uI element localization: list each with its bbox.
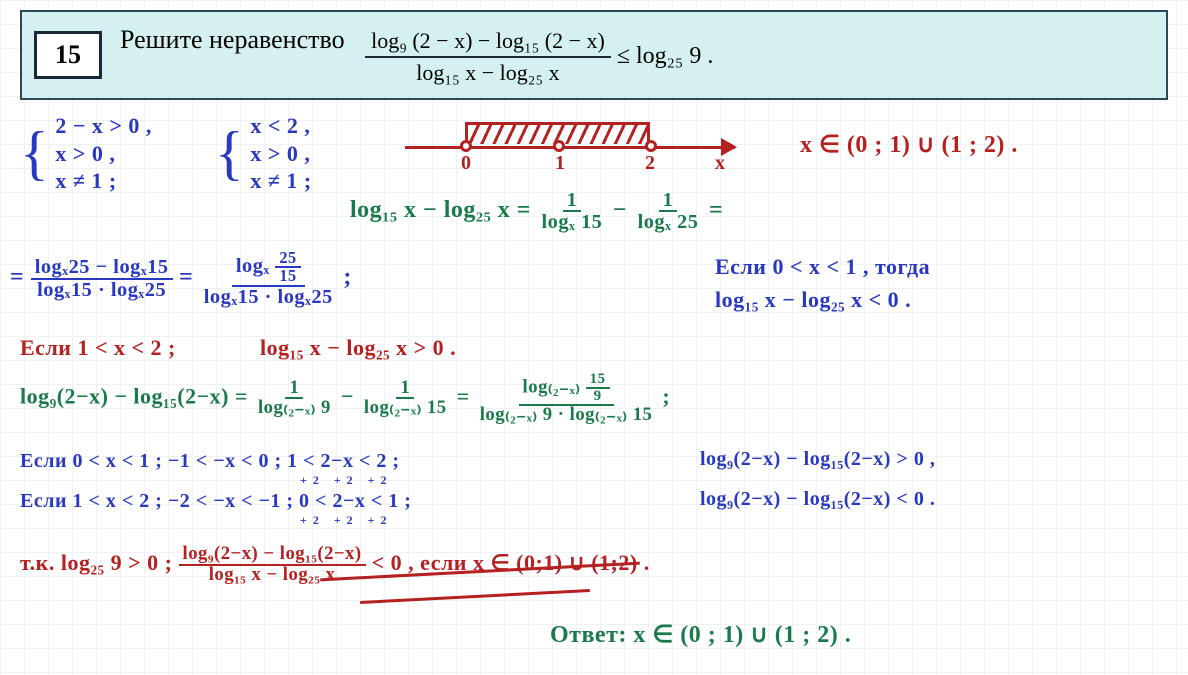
gsub-f1-d: log₍₂₋ₓ₎ 9: [254, 399, 335, 418]
main-fraction: log₉ (2 − x) − log₁₅ (2 − x) log₁₅ x − l…: [365, 28, 611, 86]
bf2-inner: 25 15: [275, 250, 300, 285]
minus-sign: −: [341, 383, 360, 408]
case1-pre: Если 1 < x < 2 ; −2 < −x < −1 ; 0 < 2−x …: [20, 490, 411, 512]
point-2: [645, 140, 657, 152]
strike-2: [360, 589, 590, 604]
brace-icon: {: [215, 138, 244, 168]
bf2-d: logₓ15 · logₓ25: [200, 287, 337, 307]
plus2-ann-2: +2 +2 +2: [300, 513, 393, 528]
gcomb-inner-n: 15: [586, 372, 610, 389]
answer-pre: Ответ:: [550, 622, 627, 648]
bf1-n: logₓ25 − logₓ15: [31, 257, 173, 279]
problem-formula: log₉ (2 − x) − log₁₅ (2 − x) log₁₅ x − l…: [359, 28, 713, 86]
problem-number: 15: [34, 31, 102, 79]
sys1-line3: x ≠ 1 ;: [55, 168, 116, 193]
system-1: { 2 − x > 0 , x > 0 , x ≠ 1 ;: [20, 112, 152, 195]
case1-line: Если 1 < x < 2 ; −2 < −x < −1 ; 0 < 2−x …: [20, 490, 411, 513]
answer-text: x ∈ (0 ; 1) ∪ (1 ; 2) .: [633, 622, 851, 648]
bf1-d: logₓ15 · logₓ25: [33, 280, 170, 300]
gsub-combined: log₍₂₋ₓ₎ 15 9 log₍₂₋ₓ₎ 9 · log₍₂₋ₓ₎ 15: [476, 372, 657, 425]
gcomb-d: log₍₂₋ₓ₎ 9 · log₍₂₋ₓ₎ 15: [476, 406, 657, 425]
bf2-inner-d: 15: [275, 268, 300, 284]
gsub-f2: 1 log₍₂₋ₓ₎ 15: [360, 379, 451, 418]
semicolon: ;: [662, 383, 670, 408]
domain-result: x ∈ (0 ; 1) ∪ (1 ; 2) .: [800, 130, 1018, 159]
tk-frac-n: log₉(2−x) − log₁₅(2−x): [179, 545, 366, 566]
case-0-note: Если 0 < x < 1 , тогда log₁₅ x − log₂₅ x…: [715, 250, 930, 316]
problem-header: 15 Решите неравенство log₉ (2 − x) − log…: [20, 10, 1168, 100]
sys2-line2: x > 0 ,: [250, 141, 310, 166]
gsub-f2-d: log₍₂₋ₓ₎ 15: [360, 399, 451, 418]
gcomb-inner-d: 9: [590, 389, 606, 404]
red-case-expr: log₁₅ x − log₂₅ x > 0 .: [260, 335, 456, 361]
case0-post: log₉(2−x) − log₁₅(2−x) > 0 ,: [700, 448, 935, 471]
cf1-d: logₓ 15: [537, 212, 606, 232]
label-2: 2: [645, 152, 655, 175]
minus-sign: −: [613, 197, 634, 223]
number-line: 0 1 2 x: [405, 118, 735, 168]
case0-pre: Если 0 < x < 1 ; −1 < −x < 0 ; 1 < 2−x <…: [20, 450, 400, 472]
convert-frac-2: 1 logₓ 25: [634, 190, 703, 233]
tk-frac-d: log₁₅ x − log₂₅ x: [205, 566, 340, 585]
blue-frac-1: logₓ25 − logₓ15 logₓ15 · logₓ25: [31, 257, 173, 300]
main-frac-num: log₉ (2 − x) − log₁₅ (2 − x): [365, 28, 611, 58]
sys2-line1: x < 2 ,: [250, 113, 310, 138]
case-note-2: log₁₅ x − log₂₅ x < 0 .: [715, 287, 911, 312]
bf2-logx: logₓ: [236, 255, 270, 277]
convert-line: log₁₅ x − log₂₅ x = 1 logₓ 15 − 1 logₓ 2…: [350, 190, 723, 233]
system-2: { x < 2 , x > 0 , x ≠ 1 ;: [215, 112, 312, 195]
gsub-f1: 1 log₍₂₋ₓ₎ 9: [254, 379, 335, 418]
semicolon: ;: [343, 264, 352, 290]
gsub-f2-n: 1: [396, 379, 414, 400]
label-1: 1: [555, 152, 565, 175]
case-note-1: Если 0 < x < 1 , тогда: [715, 254, 930, 279]
eq-sign: =: [517, 197, 538, 223]
label-0: 0: [461, 152, 471, 175]
green-sub-line: log₉(2−x) − log₁₅(2−x) = 1 log₍₂₋ₓ₎ 9 − …: [20, 372, 670, 425]
convert-lhs: log₁₅ x − log₂₅ x: [350, 197, 510, 223]
cf1-n: 1: [563, 190, 582, 212]
cf2-n: 1: [659, 190, 678, 212]
eq-tail: =: [709, 197, 723, 223]
gcomb-inner: 15 9: [586, 372, 610, 404]
case1-post: log₉(2−x) − log₁₅(2−x) < 0 .: [700, 488, 935, 511]
point-1: [553, 140, 565, 152]
gsub-lhs: log₉(2−x) − log₁₅(2−x) =: [20, 383, 248, 408]
bf2-n: logₓ 25 15: [232, 250, 305, 287]
main-frac-den: log₁₅ x − log₂₅ x: [410, 58, 565, 86]
tk-pre: т.к. log₂₅ 9 > 0 ;: [20, 550, 173, 575]
case0-line: Если 0 < x < 1 ; −1 < −x < 0 ; 1 < 2−x <…: [20, 450, 400, 473]
red-case-pre: Если 1 < x < 2 ;: [20, 335, 176, 361]
gsub-f1-n: 1: [285, 379, 303, 400]
sys1-line2: x > 0 ,: [55, 141, 115, 166]
eq-sign: =: [10, 264, 31, 290]
point-0: [460, 140, 472, 152]
label-x: x: [715, 152, 725, 175]
blue-frac-line: = logₓ25 − logₓ15 logₓ15 · logₓ25 = logₓ…: [10, 250, 352, 307]
answer-line: Ответ: x ∈ (0 ; 1) ∪ (1 ; 2) .: [550, 620, 851, 649]
plus2-ann-1: +2 +2 +2: [300, 473, 393, 488]
blue-frac-2: logₓ 25 15 logₓ15 · logₓ25: [200, 250, 337, 307]
gcomb-pre: log₍₂₋ₓ₎: [523, 376, 581, 397]
eq-sign: =: [457, 383, 476, 408]
eq-sign: =: [179, 264, 200, 290]
axis: [405, 146, 735, 149]
sys1-line1: 2 − x > 0 ,: [55, 113, 152, 138]
cf2-d: logₓ 25: [634, 212, 703, 232]
prompt-text: Решите неравенство: [120, 25, 345, 54]
inequality-rhs: ≤ log₂₅ 9 .: [617, 43, 714, 70]
sys2-line3: x ≠ 1 ;: [250, 168, 311, 193]
problem-prompt: Решите неравенство log₉ (2 − x) − log₁₅ …: [120, 25, 713, 86]
gcomb-n: log₍₂₋ₓ₎ 15 9: [519, 372, 614, 406]
convert-frac-1: 1 logₓ 15: [537, 190, 606, 233]
brace-icon: {: [20, 138, 49, 168]
